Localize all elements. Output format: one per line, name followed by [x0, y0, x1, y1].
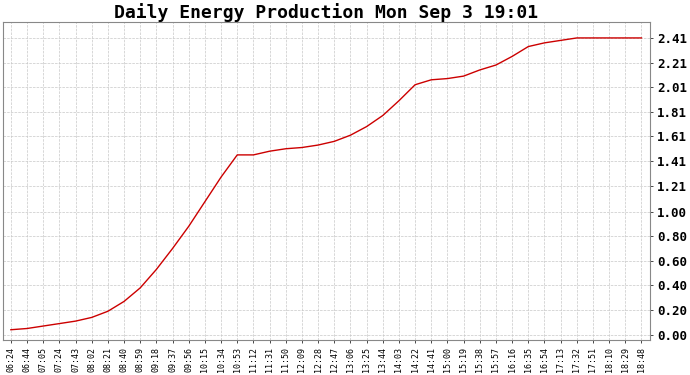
Title: Daily Energy Production Mon Sep 3 19:01: Daily Energy Production Mon Sep 3 19:01: [114, 3, 538, 22]
